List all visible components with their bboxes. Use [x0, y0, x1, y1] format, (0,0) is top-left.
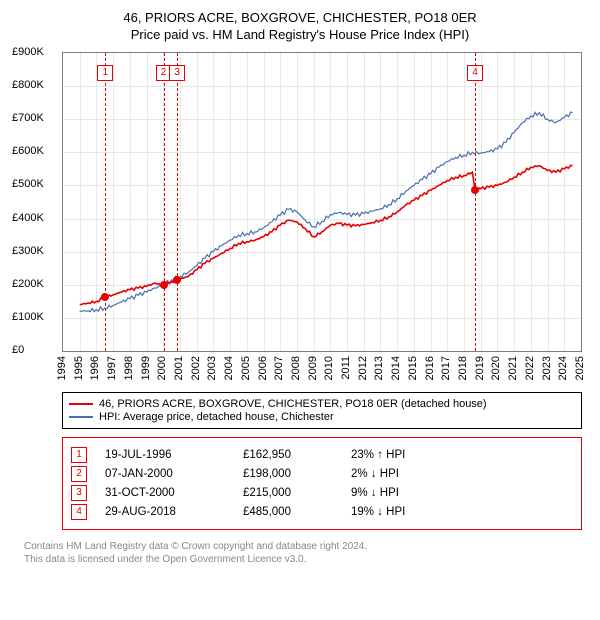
event-marker-dot [160, 281, 168, 289]
event-price: £215,000 [243, 487, 333, 499]
x-tick-label: 2003 [206, 356, 218, 380]
legend-item-hpi: HPI: Average price, detached house, Chic… [69, 411, 575, 423]
x-tick-label: 2018 [457, 356, 469, 380]
chart-container: 46, PRIORS ACRE, BOXGROVE, CHICHESTER, P… [0, 0, 600, 574]
legend-swatch-hpi [69, 416, 93, 418]
footer-attribution: Contains HM Land Registry data © Crown c… [24, 540, 588, 566]
y-tick-label: £400K [12, 212, 44, 224]
event-row: 3 31-OCT-2000 £215,000 9% ↓ HPI [71, 485, 573, 501]
title-block: 46, PRIORS ACRE, BOXGROVE, CHICHESTER, P… [12, 10, 588, 42]
x-tick-label: 2010 [323, 356, 335, 380]
x-tick-label: 1994 [56, 356, 68, 380]
x-tick-label: 1997 [106, 356, 118, 380]
x-tick-label: 2023 [541, 356, 553, 380]
event-price: £485,000 [243, 506, 333, 518]
chart-title-subtitle: Price paid vs. HM Land Registry's House … [12, 27, 588, 42]
event-diff: 19% ↓ HPI [351, 506, 471, 518]
y-tick-label: £300K [12, 245, 44, 257]
x-tick-label: 2015 [407, 356, 419, 380]
x-tick-label: 2016 [424, 356, 436, 380]
y-tick-label: £200K [12, 278, 44, 290]
x-tick-label: 2024 [557, 356, 569, 380]
legend: 46, PRIORS ACRE, BOXGROVE, CHICHESTER, P… [62, 392, 582, 429]
x-tick-label: 2014 [390, 356, 402, 380]
y-tick-label: £0 [12, 344, 24, 356]
y-tick-label: £100K [12, 311, 44, 323]
event-marker-dot [101, 293, 109, 301]
x-tick-label: 1998 [123, 356, 135, 380]
x-tick-label: 1995 [73, 356, 85, 380]
x-tick-label: 1999 [140, 356, 152, 380]
event-marker-label: 3 [169, 65, 185, 81]
x-tick-label: 2005 [240, 356, 252, 380]
event-num: 2 [71, 466, 87, 482]
legend-item-property: 46, PRIORS ACRE, BOXGROVE, CHICHESTER, P… [69, 398, 575, 410]
event-num: 3 [71, 485, 87, 501]
event-price: £162,950 [243, 449, 333, 461]
event-marker-dot [471, 186, 479, 194]
footer-line-2: This data is licensed under the Open Gov… [24, 553, 588, 566]
x-tick-label: 2017 [440, 356, 452, 380]
x-tick-label: 2008 [290, 356, 302, 380]
x-tick-label: 1996 [89, 356, 101, 380]
x-tick-label: 2025 [574, 356, 586, 380]
chart-title-address: 46, PRIORS ACRE, BOXGROVE, CHICHESTER, P… [12, 10, 588, 25]
y-tick-label: £800K [12, 79, 44, 91]
series-line [80, 112, 573, 312]
event-row: 4 29-AUG-2018 £485,000 19% ↓ HPI [71, 504, 573, 520]
event-price: £198,000 [243, 468, 333, 480]
x-tick-label: 2006 [257, 356, 269, 380]
x-tick-label: 2007 [273, 356, 285, 380]
event-diff: 9% ↓ HPI [351, 487, 471, 499]
chart-area: 1234 £0£100K£200K£300K£400K£500K£600K£70… [12, 48, 588, 388]
series-line [80, 166, 573, 305]
series-svg [63, 53, 581, 351]
x-tick-label: 2012 [357, 356, 369, 380]
x-tick-label: 2001 [173, 356, 185, 380]
event-num: 4 [71, 504, 87, 520]
event-marker-label: 4 [467, 65, 483, 81]
event-marker-dot [173, 276, 181, 284]
y-tick-label: £600K [12, 145, 44, 157]
plot-region: 1234 [62, 52, 582, 352]
x-tick-label: 2022 [524, 356, 536, 380]
footer-line-1: Contains HM Land Registry data © Crown c… [24, 540, 588, 553]
event-num: 1 [71, 447, 87, 463]
y-tick-label: £500K [12, 178, 44, 190]
x-tick-label: 2020 [490, 356, 502, 380]
x-tick-label: 2000 [156, 356, 168, 380]
event-diff: 2% ↓ HPI [351, 468, 471, 480]
event-marker-label: 1 [97, 65, 113, 81]
y-tick-label: £900K [12, 46, 44, 58]
event-date: 29-AUG-2018 [105, 506, 225, 518]
legend-label-hpi: HPI: Average price, detached house, Chic… [99, 411, 334, 423]
events-table: 1 19-JUL-1996 £162,950 23% ↑ HPI 2 07-JAN-200… [62, 437, 582, 530]
event-row: 2 07-JAN-2000 £198,000 2% ↓ HPI [71, 466, 573, 482]
x-tick-label: 2019 [474, 356, 486, 380]
y-tick-label: £700K [12, 112, 44, 124]
legend-label-property: 46, PRIORS ACRE, BOXGROVE, CHICHESTER, P… [99, 398, 487, 410]
x-tick-label: 2009 [307, 356, 319, 380]
event-row: 1 19-JUL-1996 £162,950 23% ↑ HPI [71, 447, 573, 463]
x-tick-label: 2013 [373, 356, 385, 380]
x-tick-label: 2011 [340, 356, 352, 380]
x-tick-label: 2002 [190, 356, 202, 380]
event-diff: 23% ↑ HPI [351, 449, 471, 461]
event-date: 07-JAN-2000 [105, 468, 225, 480]
event-date: 19-JUL-1996 [105, 449, 225, 461]
legend-swatch-property [69, 403, 93, 405]
x-tick-label: 2021 [507, 356, 519, 380]
event-date: 31-OCT-2000 [105, 487, 225, 499]
x-tick-label: 2004 [223, 356, 235, 380]
